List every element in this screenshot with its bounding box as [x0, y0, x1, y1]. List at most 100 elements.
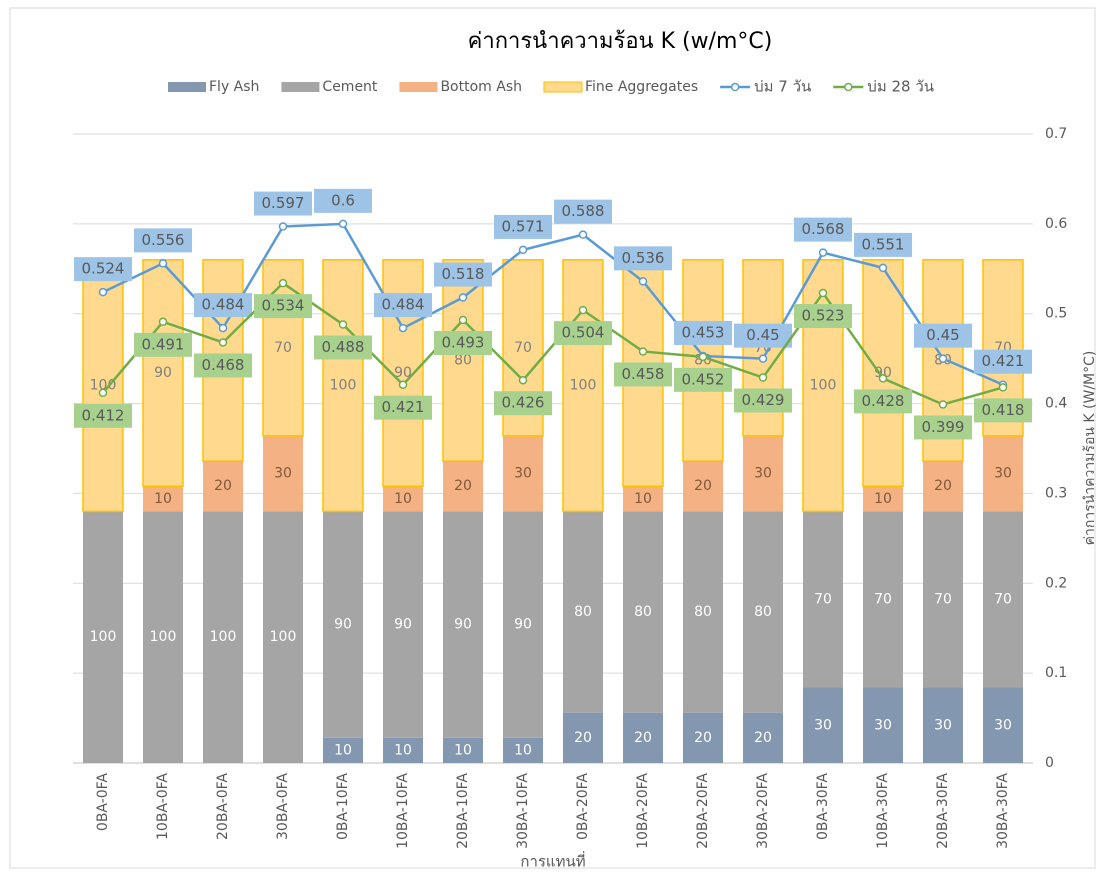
line-marker — [818, 288, 828, 298]
bar-value-label: 10 — [394, 491, 412, 507]
line-value-label: 0.536 — [622, 249, 665, 267]
line-value-label: 0.468 — [202, 356, 245, 374]
x-tick-label: 30BA-30FA — [995, 773, 1011, 849]
bar-value-label: 30 — [514, 466, 532, 482]
bar-value-label: 80 — [694, 604, 712, 620]
data-label-box — [974, 398, 1032, 423]
bar-value-label: 10 — [334, 742, 352, 758]
line-marker — [98, 287, 108, 297]
legend-label: Cement — [322, 79, 378, 95]
bar-value-label: 20 — [574, 730, 592, 746]
line — [102, 281, 1004, 406]
line-marker — [218, 323, 228, 333]
bar-value-label: 90 — [394, 617, 412, 633]
bar-segment — [503, 511, 543, 738]
line-value-label: 0.597 — [262, 194, 305, 212]
line-marker — [218, 338, 228, 347]
data-label-box — [374, 395, 432, 420]
bar-value-label: 10 — [454, 742, 472, 758]
bar-value-label: 20 — [694, 730, 712, 746]
bar-segment — [263, 435, 303, 512]
bar-segment — [862, 259, 904, 487]
line-value-label: 0.518 — [442, 265, 485, 283]
y2-tick-label: 0.4 — [1045, 396, 1067, 412]
bar-segment — [563, 712, 603, 763]
bar-value-label: 10 — [154, 491, 172, 507]
bar-segment — [923, 687, 963, 763]
data-label-box — [554, 199, 612, 224]
line-marker — [398, 380, 408, 389]
line-marker — [338, 320, 348, 329]
bar-segment — [443, 461, 483, 512]
bar-segment — [383, 486, 423, 512]
line-value-label: 0.458 — [622, 365, 665, 383]
bar-segment — [203, 461, 243, 512]
line-value-label: 0.45 — [926, 326, 959, 344]
data-label-box — [134, 332, 192, 357]
y2-tick-label: 0.6 — [1045, 216, 1067, 232]
line-value-label: 0.556 — [142, 231, 185, 249]
legend-swatch — [281, 82, 320, 92]
data-label-box — [374, 293, 432, 318]
bar-value-label: 10 — [634, 491, 652, 507]
y2-tick-label: 0 — [1045, 755, 1054, 771]
line-value-label: 0.504 — [562, 324, 605, 342]
bar-value-label: 70 — [274, 340, 292, 356]
chart-title: ค่าการนำความร้อน K (w/m°C) — [468, 29, 773, 54]
data-label-box — [74, 257, 132, 282]
bar-value-label: 90 — [154, 365, 172, 381]
bar-value-label: 30 — [994, 466, 1012, 482]
bar-segment — [443, 511, 483, 738]
line-marker — [938, 400, 948, 409]
data-label-box — [254, 294, 312, 319]
legend-label: Bottom Ash — [440, 79, 522, 95]
line-value-label: 0.523 — [802, 307, 845, 325]
bar-segment — [863, 511, 903, 688]
data-label-box — [974, 349, 1032, 374]
line-value-label: 0.568 — [802, 220, 845, 238]
line-value-label: 0.488 — [322, 338, 365, 356]
bar-segment — [923, 511, 963, 688]
line-marker — [158, 259, 168, 268]
bar-segment — [803, 511, 843, 688]
line-marker — [518, 245, 528, 255]
bar-segment — [803, 687, 843, 763]
y2-tick-label: 0.7 — [1045, 126, 1067, 142]
bar-value-label: 90 — [874, 365, 892, 381]
bar-value-label: 70 — [514, 340, 532, 356]
bar-value-label: 90 — [394, 365, 412, 381]
bar-segment — [863, 486, 903, 512]
line-marker — [458, 315, 468, 325]
bar-value-label: 20 — [214, 478, 232, 494]
data-label-box — [674, 320, 732, 345]
legend-swatch — [399, 82, 438, 92]
bar-segment — [263, 511, 303, 763]
line-marker — [758, 354, 768, 363]
data-label-box — [194, 293, 252, 318]
data-label-box — [434, 262, 492, 287]
bar-segment — [203, 511, 243, 763]
bar-segment — [262, 259, 304, 437]
bar-segment — [443, 737, 483, 763]
data-label-box — [614, 246, 672, 271]
line-marker — [758, 373, 768, 382]
bar-segment — [503, 737, 543, 763]
line-value-label: 0.6 — [331, 191, 355, 209]
data-label-box — [434, 331, 492, 356]
y2-tick-label: 0.5 — [1045, 306, 1067, 322]
x-tick-label: 20BA-20FA — [695, 773, 711, 849]
bar-value-label: 100 — [330, 378, 357, 394]
y2-tick-label: 0.2 — [1045, 575, 1067, 591]
line-value-label: 0.493 — [442, 334, 485, 352]
bar-value-label: 70 — [814, 591, 832, 607]
bar-segment — [623, 511, 663, 713]
bar-segment — [143, 511, 183, 763]
line-value-label: 0.571 — [502, 217, 545, 235]
line-marker — [998, 383, 1008, 392]
line-value-label: 0.412 — [82, 406, 125, 424]
data-label-box — [854, 232, 912, 257]
data-label-box — [734, 388, 792, 413]
data-label-box — [254, 191, 312, 216]
x-tick-label: 0BA-10FA — [335, 773, 351, 840]
x-tick-label: 0BA-20FA — [575, 773, 591, 840]
